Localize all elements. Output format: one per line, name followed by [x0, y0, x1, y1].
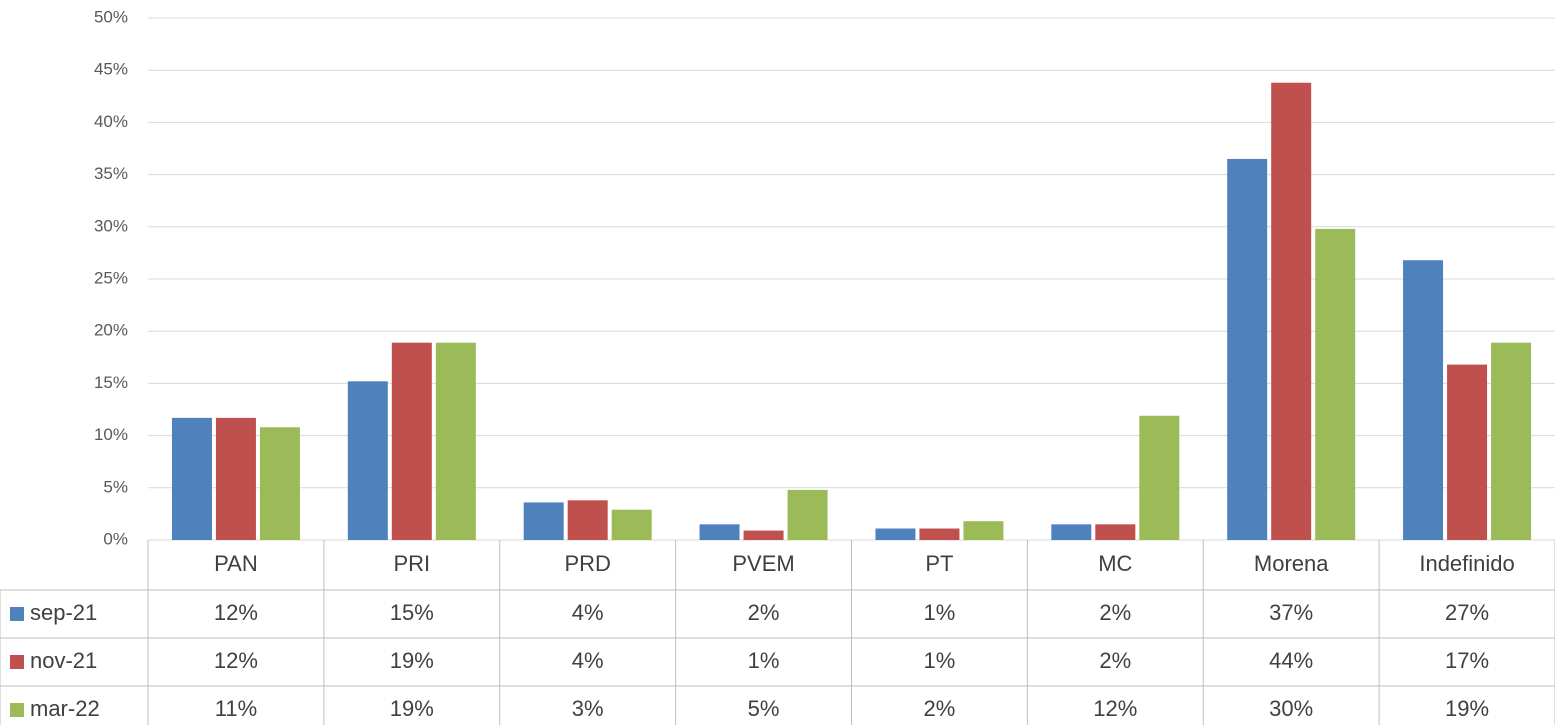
table-value: 1%: [924, 600, 956, 625]
legend-label: mar-22: [30, 696, 100, 721]
table-value: 1%: [924, 648, 956, 673]
bar: [171, 417, 212, 540]
x-tick-label: Morena: [1254, 551, 1329, 576]
table-value: 30%: [1269, 696, 1313, 721]
table-value: 3%: [572, 696, 604, 721]
table-value: 15%: [390, 600, 434, 625]
bar: [567, 500, 608, 540]
bar: [1095, 524, 1136, 540]
bar: [523, 502, 564, 540]
bar: [875, 528, 916, 540]
bar: [743, 530, 784, 540]
y-tick-label: 15%: [94, 373, 128, 392]
table-value: 19%: [390, 696, 434, 721]
table-value: 19%: [1445, 696, 1489, 721]
bar: [215, 417, 256, 540]
bar: [919, 528, 960, 540]
legend-swatch: [10, 703, 24, 717]
bar: [1491, 342, 1532, 540]
x-tick-label: MC: [1098, 551, 1132, 576]
y-tick-label: 35%: [94, 164, 128, 183]
y-tick-label: 25%: [94, 268, 128, 287]
bar: [435, 342, 476, 540]
x-tick-label: PVEM: [732, 551, 794, 576]
bar: [1227, 158, 1268, 540]
table-value: 11%: [215, 696, 257, 721]
bar: [611, 509, 652, 540]
bar: [699, 524, 740, 540]
bar: [259, 427, 300, 540]
x-tick-label: PT: [925, 551, 953, 576]
table-value: 12%: [1093, 696, 1137, 721]
table-value: 5%: [748, 696, 780, 721]
table-value: 2%: [1099, 600, 1131, 625]
table-value: 17%: [1445, 648, 1489, 673]
table-value: 2%: [748, 600, 780, 625]
table-value: 2%: [1099, 648, 1131, 673]
table-value: 4%: [572, 648, 604, 673]
x-tick-label: PRD: [564, 551, 610, 576]
bar: [1315, 228, 1356, 540]
y-tick-label: 30%: [94, 216, 128, 235]
legend-label: nov-21: [30, 648, 97, 673]
bar: [391, 342, 432, 540]
table-value: 19%: [390, 648, 434, 673]
y-tick-label: 5%: [103, 477, 128, 496]
bar: [1447, 364, 1488, 540]
y-tick-label: 45%: [94, 60, 128, 79]
bar: [1051, 524, 1092, 540]
y-tick-label: 40%: [94, 112, 128, 131]
table-value: 37%: [1269, 600, 1313, 625]
table-value: 4%: [572, 600, 604, 625]
legend-label: sep-21: [30, 600, 97, 625]
bar: [1403, 260, 1444, 540]
table-value: 27%: [1445, 600, 1489, 625]
y-tick-label: 0%: [103, 529, 128, 548]
bar: [347, 381, 388, 540]
bar: [787, 489, 828, 540]
y-tick-label: 50%: [94, 7, 128, 26]
x-tick-label: Indefinido: [1419, 551, 1514, 576]
legend-swatch: [10, 607, 24, 621]
legend-swatch: [10, 655, 24, 669]
table-value: 2%: [924, 696, 956, 721]
table-value: 1%: [748, 648, 780, 673]
bar: [1271, 82, 1312, 540]
y-tick-label: 10%: [94, 425, 128, 444]
y-tick-label: 20%: [94, 321, 128, 340]
bar: [1139, 415, 1180, 540]
bar: [963, 521, 1004, 540]
x-tick-label: PAN: [214, 551, 258, 576]
table-value: 12%: [214, 648, 258, 673]
x-tick-label: PRI: [393, 551, 430, 576]
table-value: 44%: [1269, 648, 1313, 673]
table-value: 12%: [214, 600, 258, 625]
